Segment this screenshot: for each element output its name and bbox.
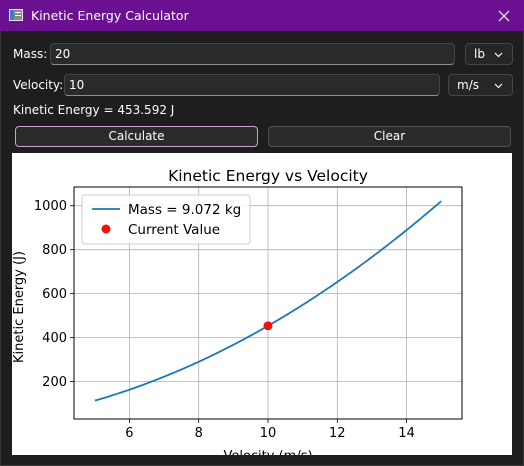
y-axis-label: Kinetic Energy (J) bbox=[12, 251, 27, 363]
kinetic-energy-chart: 6 8 10 12 14 200 400 600 800 1000 Kinetic Energy v… bbox=[12, 167, 463, 455]
kinetic-energy-result: Kinetic Energy = 453.592 J bbox=[13, 103, 175, 117]
x-tick-label: 10 bbox=[260, 426, 277, 441]
y-tick-label: 200 bbox=[42, 375, 67, 390]
current-value-point bbox=[263, 321, 273, 331]
clear-button[interactable]: Clear bbox=[268, 126, 511, 147]
velocity-unit-value: m/s bbox=[457, 78, 479, 92]
legend-series-label: Mass = 9.072 kg bbox=[128, 202, 241, 218]
velocity-label: Velocity: bbox=[13, 78, 64, 92]
legend-point-label: Current Value bbox=[128, 222, 220, 238]
mass-unit-value: lb bbox=[474, 47, 485, 61]
close-button[interactable] bbox=[484, 0, 524, 31]
velocity-unit-select[interactable]: m/s bbox=[448, 74, 513, 96]
x-axis-label: Velocity (m/s) bbox=[223, 449, 312, 455]
chevron-down-icon bbox=[494, 52, 503, 58]
legend-box bbox=[81, 194, 251, 245]
window-title: Kinetic Energy Calculator bbox=[31, 8, 189, 23]
chart-title: Kinetic Energy vs Velocity bbox=[168, 167, 368, 185]
mass-unit-select[interactable]: lb bbox=[465, 43, 513, 65]
x-tick-label: 12 bbox=[329, 426, 346, 441]
chart-area: 6 8 10 12 14 200 400 600 800 1000 Kinetic Energy v… bbox=[12, 153, 512, 455]
title-bar: Kinetic Energy Calculator bbox=[0, 0, 524, 31]
mass-label: Mass: bbox=[13, 47, 48, 61]
y-tick-label: 800 bbox=[42, 243, 67, 258]
x-tick-label: 8 bbox=[195, 426, 203, 441]
x-tick-label: 14 bbox=[398, 426, 415, 441]
x-tick-label: 6 bbox=[125, 426, 133, 441]
legend-point-swatch bbox=[101, 224, 111, 234]
chevron-down-icon bbox=[494, 83, 503, 89]
app-window-icon bbox=[9, 9, 23, 21]
close-icon bbox=[498, 10, 510, 21]
mass-input[interactable] bbox=[50, 43, 455, 65]
y-tick-label: 600 bbox=[42, 287, 67, 302]
velocity-input[interactable] bbox=[64, 74, 440, 96]
y-tick-label: 400 bbox=[42, 331, 67, 346]
calculate-button[interactable]: Calculate bbox=[15, 126, 258, 147]
y-tick-label: 1000 bbox=[34, 199, 67, 214]
